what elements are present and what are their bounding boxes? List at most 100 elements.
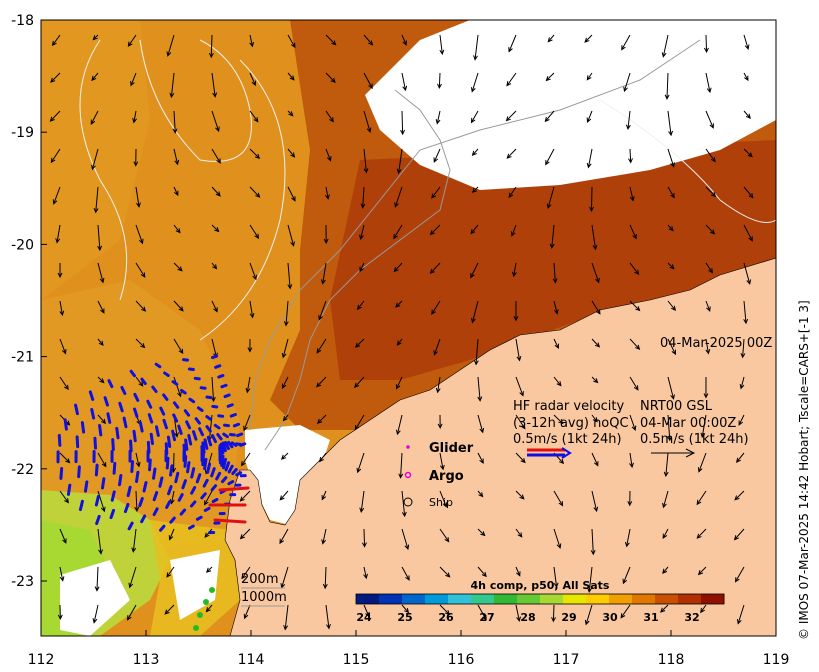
- isobath-200m-label: 200m: [241, 572, 278, 587]
- hf-vector: [194, 417, 201, 425]
- current-arrow: [245, 376, 251, 394]
- hf-vector: [127, 521, 134, 531]
- current-arrow: [515, 490, 525, 500]
- hf-vector: [163, 371, 170, 378]
- hf-vector: [193, 376, 201, 381]
- current-arrow: [705, 148, 716, 163]
- current-arrow: [92, 604, 99, 624]
- hf-vector: [195, 473, 202, 484]
- hf-vector: [230, 441, 238, 447]
- current-arrow: [363, 72, 373, 90]
- current-arrow: [320, 262, 327, 285]
- current-arrow: [166, 34, 175, 57]
- current-arrow: [629, 376, 639, 391]
- current-arrow: [97, 528, 103, 555]
- current-arrow: [239, 528, 251, 540]
- hf-vector: [177, 493, 184, 502]
- colorbar-swatch: [609, 594, 633, 604]
- hf-vector: [154, 362, 162, 369]
- current-arrow: [97, 262, 105, 284]
- current-arrow: [211, 148, 221, 164]
- hf-vector: [162, 393, 169, 401]
- current-arrow: [135, 186, 141, 208]
- current-arrow: [586, 72, 593, 81]
- current-arrow: [439, 490, 448, 508]
- credit-text: © IMOS 07-Mar-2025 14:42 Hobart; Tscale=…: [797, 300, 811, 640]
- current-arrow: [356, 300, 365, 311]
- hf-vector: [140, 514, 147, 524]
- hf-vector: [223, 393, 231, 399]
- hf-vector: [172, 401, 180, 409]
- current-arrow: [362, 528, 367, 548]
- colorbar-swatch: [517, 594, 541, 604]
- current-arrow: [740, 338, 746, 359]
- current-arrow: [323, 224, 329, 245]
- hf-vector: [130, 460, 135, 473]
- current-arrow: [705, 262, 713, 274]
- colorbar-ticks: 24 25 26 27 28 29 30 31 32: [356, 611, 699, 624]
- current-arrow: [211, 300, 218, 313]
- current-arrow: [173, 224, 181, 234]
- current-arrow: [545, 72, 555, 82]
- current-arrow: [239, 490, 251, 502]
- hf-vector: [213, 423, 221, 430]
- hf-vector: [206, 435, 213, 447]
- current-arrow: [51, 34, 61, 47]
- glider-marker-icon: [406, 445, 410, 449]
- current-arrow: [133, 148, 139, 167]
- current-arrow: [590, 528, 596, 556]
- current-arrow: [553, 376, 562, 387]
- current-arrow: [354, 338, 365, 348]
- current-arrow: [280, 452, 289, 460]
- cloud-mask: [245, 425, 330, 525]
- current-arrow: [94, 566, 100, 592]
- colorbar-swatch: [494, 594, 518, 604]
- current-arrow: [173, 262, 183, 272]
- current-arrow: [135, 224, 144, 245]
- hf-vector: [126, 485, 132, 498]
- hf-vector: [94, 495, 100, 507]
- current-arrow: [477, 414, 485, 434]
- hf-vector: [94, 463, 99, 477]
- current-arrow: [97, 300, 105, 314]
- current-arrow: [743, 186, 754, 199]
- hf-vector: [109, 508, 116, 520]
- argo-marker-icon: [404, 471, 412, 479]
- current-arrow: [506, 72, 517, 87]
- hf-vector: [232, 422, 241, 428]
- current-arrow: [734, 490, 745, 501]
- current-arrow: [515, 566, 521, 577]
- current-arrow: [173, 148, 180, 166]
- hf-vector: [172, 413, 179, 423]
- current-arrow: [395, 300, 403, 308]
- current-arrow: [510, 224, 517, 237]
- current-arrow: [354, 414, 365, 431]
- current-arrow: [739, 376, 745, 390]
- hf-vector: [59, 467, 64, 480]
- current-arrow: [477, 566, 487, 578]
- hf-vector-alt: [213, 518, 247, 524]
- hf-vector: [63, 418, 68, 431]
- land-mass: [224, 257, 776, 636]
- lon-tick-label: 112: [28, 652, 55, 668]
- current-arrow: [249, 34, 255, 48]
- current-arrow: [325, 72, 336, 84]
- current-arrow: [471, 186, 479, 193]
- current-arrow: [622, 566, 631, 585]
- colorbar-swatch: [425, 594, 449, 604]
- current-arrow: [621, 34, 631, 51]
- hf-radar-legend: HF radar velocity (3-12h avg) noQC 0.5m/…: [513, 399, 749, 459]
- colorbar-frame: [355, 593, 725, 605]
- current-arrow: [401, 490, 407, 518]
- current-arrow: [241, 566, 251, 580]
- hf-vector: [174, 471, 180, 484]
- current-arrow: [629, 452, 634, 469]
- hf-vector: [132, 429, 137, 443]
- hf-vector: [98, 424, 103, 437]
- current-arrow: [553, 414, 564, 425]
- current-arrow: [433, 148, 441, 163]
- hf-vector: [169, 516, 176, 524]
- hf-vector: [200, 492, 207, 500]
- current-arrow: [705, 110, 714, 129]
- hf-vector: [149, 432, 154, 446]
